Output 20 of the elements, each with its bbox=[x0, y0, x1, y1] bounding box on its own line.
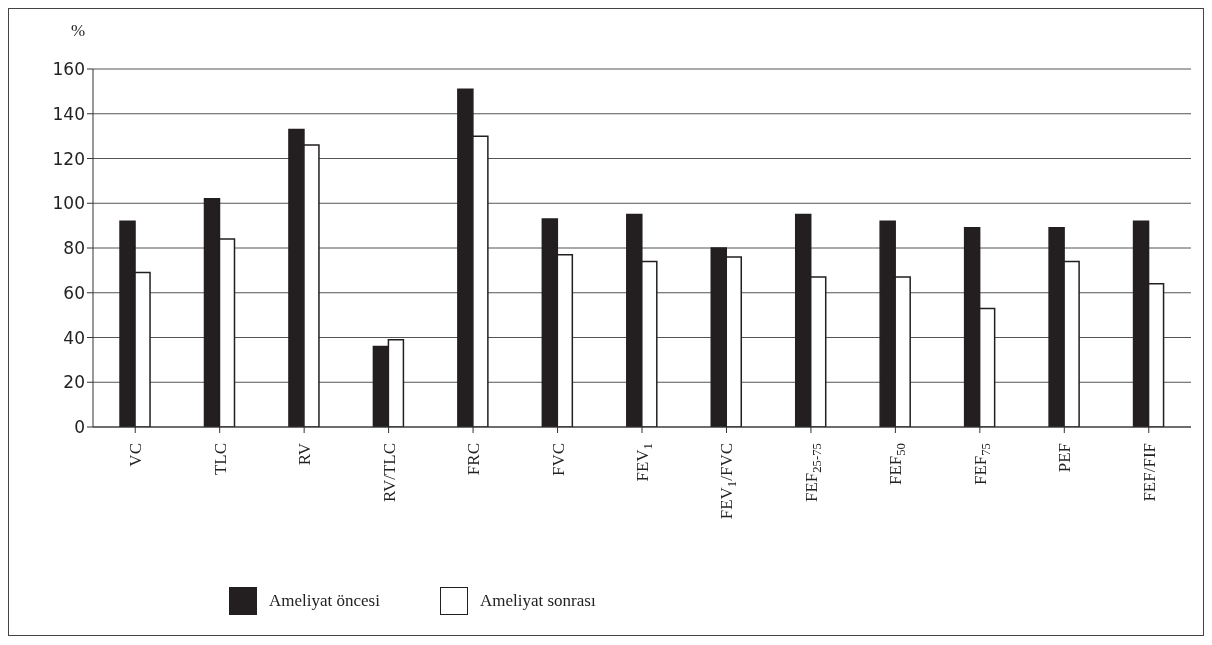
y-axis-title: % bbox=[71, 21, 86, 41]
x-tick-label: FEF/FIF bbox=[1139, 443, 1159, 502]
y-tick-label: 120 bbox=[52, 148, 85, 169]
y-tick-label: 20 bbox=[63, 372, 85, 393]
y-tick-label: 100 bbox=[52, 193, 85, 214]
x-tick-label: VC bbox=[126, 443, 146, 467]
y-tick-label: 0 bbox=[74, 417, 85, 438]
legend-label: Ameliyat öncesi bbox=[269, 591, 380, 611]
x-tick-label: TLC bbox=[210, 443, 230, 476]
x-tick-label: RV/TLC bbox=[379, 443, 399, 503]
x-tick-label: PEF bbox=[1055, 443, 1075, 473]
y-tick-label: 140 bbox=[52, 103, 85, 124]
x-tick-label: RV bbox=[295, 442, 315, 466]
x-tick-label: FRC bbox=[464, 443, 484, 476]
x-tick-label: FVC bbox=[548, 443, 568, 477]
y-tick-label: 40 bbox=[63, 327, 85, 348]
y-tick-label: 160 bbox=[52, 59, 85, 80]
legend-label: Ameliyat sonrası bbox=[479, 591, 596, 611]
y-tick-label: 60 bbox=[63, 282, 85, 303]
y-tick-label: 80 bbox=[63, 238, 85, 259]
